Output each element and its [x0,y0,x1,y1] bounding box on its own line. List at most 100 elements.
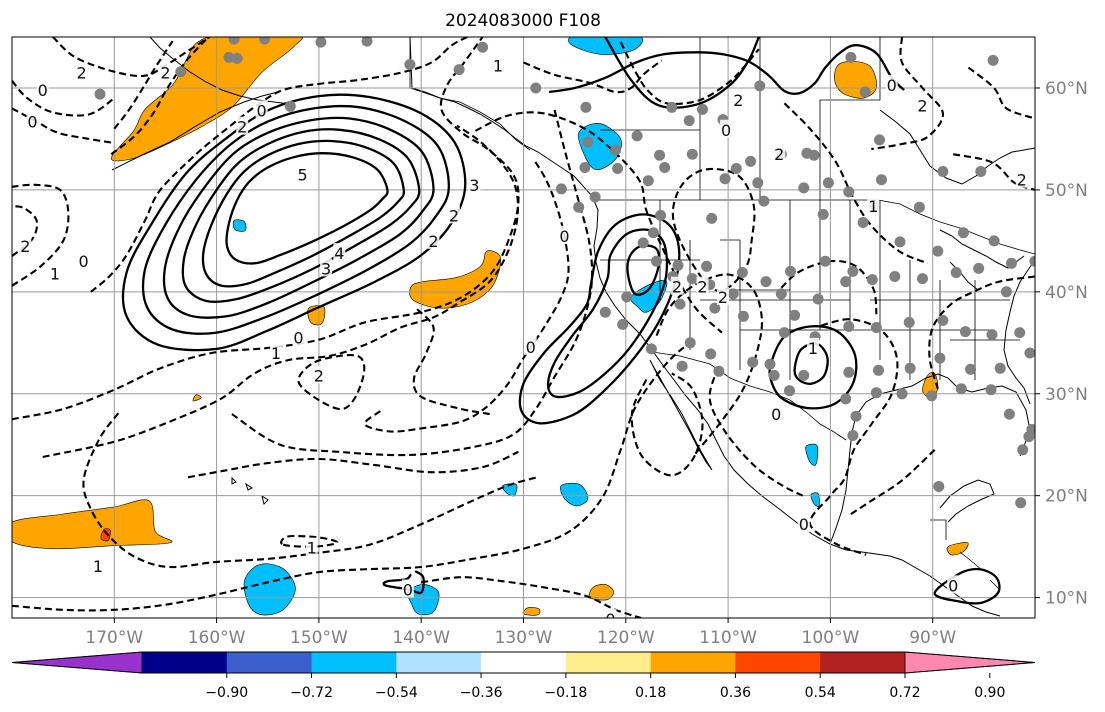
contour-label: 0 [526,338,536,357]
station-dot [965,363,977,375]
station-dot [404,59,416,70]
contour-label-bg [236,116,249,135]
contour-positive [225,152,389,265]
station-dot [955,383,967,395]
contour-positive [201,139,406,288]
contour-label: 2 [449,206,459,225]
contour-negative [12,205,39,257]
station-dot [737,310,749,322]
contour-label-bg [36,80,49,99]
station-dot [934,352,946,364]
station-dot [701,260,713,272]
station-dot [973,262,985,274]
contour-label: 0 [38,81,48,100]
contour-label: 4 [334,244,344,263]
colorbar-tick-label: 0.54 [805,685,836,701]
station-dot [530,82,542,94]
colorbar-swatch [481,652,567,673]
station-dot [778,327,790,339]
lon-tick-label: 160°W [188,628,246,648]
station-dot [904,362,916,374]
contour-positive [141,104,450,335]
coastline-yucatan [939,479,995,523]
contour-label-bg [26,111,39,130]
contour-label: 2 [774,145,784,164]
contour-positive [933,567,1001,605]
contour-negative [52,37,210,78]
contour-label-bg [770,404,783,423]
station-dot [654,149,666,161]
contour-label: 5 [297,166,307,185]
station-dot [259,37,271,45]
contour-label-bg [75,62,88,81]
station-dot [676,360,688,372]
contour-negative [967,66,1035,120]
station-dot [1003,408,1015,420]
station-dot [631,130,643,142]
contour-negative [780,259,878,315]
colorbar-swatch [820,652,906,673]
lat-tick-label: 10°N [1045,589,1088,609]
station-dot [764,358,776,370]
contour-label-bg [491,55,504,74]
station-dot [870,387,882,399]
station-dot [617,318,629,330]
contour-label-bg [447,205,460,224]
station-dot [768,369,780,381]
contour-label: 2 [237,118,247,137]
station-dot [686,148,698,160]
station-dot [959,326,971,338]
station-dot [894,236,906,248]
station-dot [937,314,949,326]
contour-negative [928,275,1035,389]
contour-label-bg [1015,169,1028,188]
station-dot [840,276,852,288]
contour-label: 2 [733,91,743,110]
shaded-region [522,607,541,616]
station-dot [713,365,725,377]
coastline-aleutians [111,91,279,171]
border-us-mexico [651,351,847,441]
station-dot [223,51,235,63]
contour-label: 2 [697,278,707,297]
shaded-region [192,394,202,402]
station-dot [785,265,796,277]
contour-positive [121,93,467,352]
contour-negative [871,37,944,151]
contour-negative [12,183,70,287]
contour-label-bg [427,230,440,249]
station-dot [231,52,243,64]
station-dot [579,162,591,173]
station-dot [975,166,987,177]
colorbar-ticks: −0.90 −0.72 −0.54 −0.36 −0.18 0.18 0.36 0.54 0.7… [205,673,1005,701]
contour-label-bg [91,556,104,575]
station-dot [874,134,885,146]
contour-label: 2 [718,288,728,307]
station-dot [754,80,766,92]
contour-label-bg [797,514,810,533]
shaded-anomalies [12,37,969,616]
station-dot [730,163,742,174]
colorbar-tick-label: 0.36 [720,685,751,701]
colorbar-tick-label: 0.90 [974,685,1005,701]
station-dot [819,255,831,267]
contour-label: 1 [93,557,103,576]
contour-label-bg [468,174,481,193]
contour-label-bg [604,609,617,618]
contour-label: 0 [403,580,413,599]
contour-label: 1 [868,197,878,216]
lon-tick-label: 150°W [290,628,348,648]
shaded-region [805,443,819,466]
colorbar-tick-label: −0.18 [544,685,587,701]
station-dot [1029,255,1035,267]
lon-tick-label: 170°W [85,628,143,648]
contour-label-bg [333,243,346,262]
station-dot [645,343,657,355]
station-dot [745,155,757,167]
station-dot [812,293,824,305]
contour-label: 0 [257,101,267,120]
station-dot [1017,444,1029,456]
colorbar-tick-label: −0.36 [460,685,503,701]
shaded-region [946,542,969,556]
